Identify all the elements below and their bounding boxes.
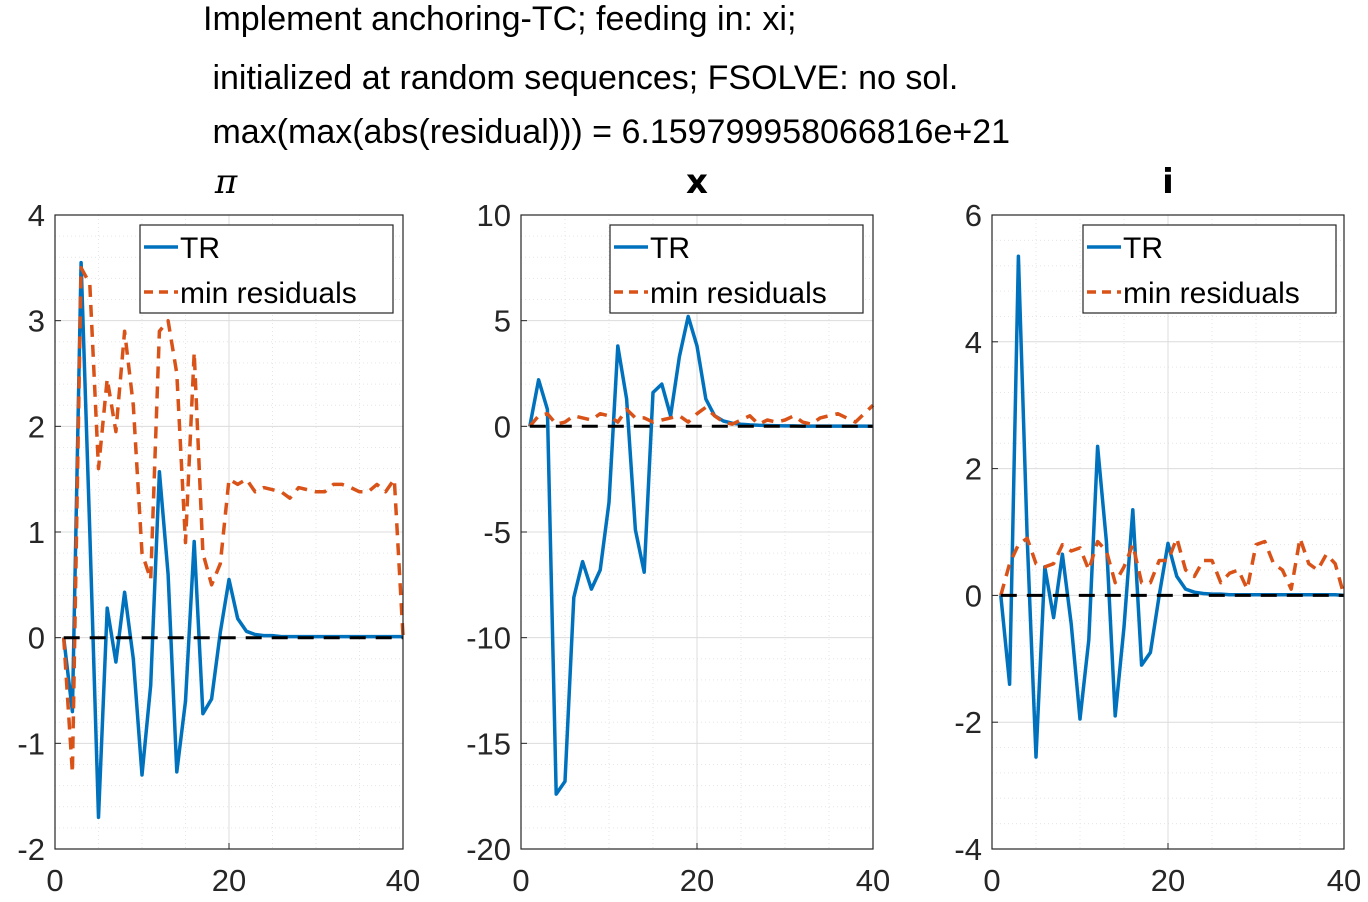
legend-pi: TR min residuals bbox=[139, 224, 394, 314]
y-tick-label: -2 bbox=[954, 705, 982, 740]
legend-label-min-residuals: min residuals bbox=[650, 277, 827, 310]
x-tick-label: 0 bbox=[983, 863, 1000, 898]
legend-box bbox=[1082, 224, 1337, 314]
x-tick-label: 40 bbox=[1327, 863, 1361, 898]
x-tick-label: 0 bbox=[512, 863, 529, 898]
x-tick-label: 20 bbox=[1151, 863, 1185, 898]
y-tick-label: -15 bbox=[466, 726, 511, 761]
y-tick-label: 0 bbox=[965, 578, 982, 613]
plot-pi: 0 20 40 -2 -1 0 1 2 3 4 π TR min residuals bbox=[17, 162, 420, 898]
series-line-min-residuals bbox=[528, 403, 875, 428]
legend-i: TR min residuals bbox=[1082, 224, 1337, 314]
y-tick-label: 1 bbox=[28, 515, 45, 550]
y-tick-label: 2 bbox=[28, 409, 45, 444]
legend-box bbox=[139, 224, 394, 314]
subplot-title-i: i bbox=[1162, 162, 1174, 202]
y-tick-label: -2 bbox=[17, 832, 45, 867]
y-tick-label: 3 bbox=[28, 304, 45, 339]
y-tick-label: -4 bbox=[954, 832, 982, 867]
x-tick-label: 40 bbox=[386, 863, 420, 898]
legend-label-min-residuals: min residuals bbox=[1123, 277, 1300, 310]
legend-label-tr: TR bbox=[180, 232, 220, 265]
legend-box bbox=[609, 224, 864, 314]
y-tick-label: -10 bbox=[466, 621, 511, 656]
y-tick-label: 0 bbox=[28, 621, 45, 656]
y-tick-label: -5 bbox=[483, 515, 511, 550]
x-tick-label: 40 bbox=[856, 863, 890, 898]
title-line-1: Implement anchoring-TC; feeding in: xi; bbox=[203, 0, 796, 38]
title-line-2: initialized at random sequences; FSOLVE:… bbox=[203, 59, 958, 97]
plot-x: 0 20 40 -20 -15 -10 -5 0 5 10 x TR min residuals bbox=[466, 162, 890, 898]
y-tick-label: 4 bbox=[965, 325, 982, 360]
y-tick-label: 6 bbox=[965, 198, 982, 233]
legend-label-tr: TR bbox=[650, 232, 690, 265]
series-line-min-residuals bbox=[61, 266, 405, 775]
y-tick-label: -1 bbox=[17, 726, 45, 761]
y-tick-label: -20 bbox=[466, 832, 511, 867]
y-tick-label: 10 bbox=[477, 198, 511, 233]
figure-title: Implement anchoring-TC; feeding in: xi; … bbox=[203, 0, 1010, 151]
series-line-tr bbox=[61, 260, 403, 820]
y-tick-label: 0 bbox=[494, 409, 511, 444]
legend-x: TR min residuals bbox=[609, 224, 864, 314]
legend-label-min-residuals: min residuals bbox=[180, 277, 357, 310]
legend-label-tr: TR bbox=[1123, 232, 1163, 265]
x-tick-label: 0 bbox=[46, 863, 63, 898]
y-tick-label: 5 bbox=[494, 304, 511, 339]
x-tick-label: 20 bbox=[680, 863, 714, 898]
title-line-3: max(max(abs(residual))) = 6.159799958066… bbox=[203, 113, 1010, 151]
plot-i: 0 20 40 -4 -2 0 2 4 6 i TR min residuals bbox=[954, 162, 1361, 898]
subplot-title-pi: π bbox=[214, 162, 238, 202]
x-tick-label: 20 bbox=[212, 863, 246, 898]
y-tick-label: 4 bbox=[28, 198, 45, 233]
series-line-min-residuals bbox=[999, 536, 1346, 596]
y-tick-label: 2 bbox=[965, 452, 982, 487]
subplot-title-x: x bbox=[686, 162, 708, 202]
